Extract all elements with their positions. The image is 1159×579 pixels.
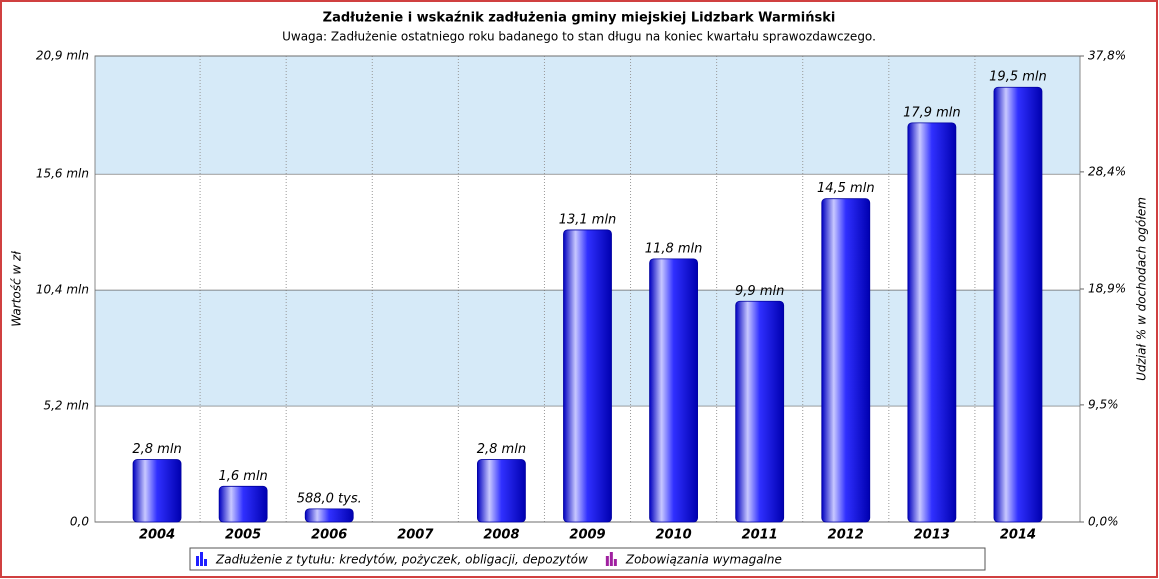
value-label: 17,9 mln xyxy=(903,105,961,120)
y-tick-label: 5,2 mln xyxy=(43,399,89,413)
legend-icon xyxy=(613,559,617,566)
chart-subtitle: Uwaga: Zadłużenie ostatniego roku badane… xyxy=(282,30,876,44)
x-tick-label: 2011 xyxy=(742,528,778,543)
x-tick-label: 2009 xyxy=(569,528,605,543)
y-axis-label: Wartość w zł xyxy=(10,251,24,327)
y-tick-label: 15,6 mln xyxy=(36,167,89,181)
bar xyxy=(735,300,785,523)
y2-tick-label: 37,8% xyxy=(1088,49,1126,63)
bar xyxy=(821,198,871,523)
value-label: 588,0 tys. xyxy=(297,491,362,506)
value-label: 14,5 mln xyxy=(817,181,875,196)
bar xyxy=(907,122,957,523)
legend-icon xyxy=(200,552,203,566)
value-label: 11,8 mln xyxy=(645,241,703,256)
y-tick-label: 0,0 xyxy=(70,515,89,529)
bar xyxy=(649,258,698,523)
legend-item: Zobowiązania wymagalne xyxy=(605,552,782,567)
x-tick-label: 2004 xyxy=(139,528,175,543)
legend-icon xyxy=(204,559,207,566)
legend-item: Zadłużenie z tytułu: kredytów, pożyczek,… xyxy=(196,552,588,567)
legend-icon xyxy=(196,556,199,566)
value-label: 13,1 mln xyxy=(559,212,617,227)
x-tick-label: 2006 xyxy=(311,528,347,543)
chart-title: Zadłużenie i wskaźnik zadłużenia gminy m… xyxy=(323,11,836,26)
bar xyxy=(304,508,354,523)
legend-label: Zadłużenie z tytułu: kredytów, pożyczek,… xyxy=(215,553,588,567)
bar xyxy=(477,459,526,523)
bar xyxy=(563,229,612,523)
x-tick-label: 2013 xyxy=(914,528,950,543)
y-tick-label: 10,4 mln xyxy=(36,283,89,297)
legend-label: Zobowiązania wymagalne xyxy=(625,553,782,567)
x-tick-label: 2012 xyxy=(828,528,864,543)
y2-tick-label: 9,5% xyxy=(1088,397,1119,411)
value-label: 19,5 mln xyxy=(989,70,1047,85)
value-label: 2,8 mln xyxy=(132,442,181,457)
value-label: 1,6 mln xyxy=(218,469,267,484)
value-label: 9,9 mln xyxy=(735,284,784,299)
x-tick-label: 2008 xyxy=(483,528,519,543)
x-tick-label: 2007 xyxy=(397,528,434,543)
y2-tick-label: 28,4% xyxy=(1088,164,1126,178)
legend-box xyxy=(189,547,986,571)
value-label: 2,8 mln xyxy=(477,442,526,457)
y2-tick-label: 0,0% xyxy=(1088,515,1119,529)
x-tick-label: 2014 xyxy=(1000,528,1036,543)
x-tick-label: 2005 xyxy=(225,528,261,543)
bar xyxy=(132,459,182,523)
y-tick-label: 20,9 mln xyxy=(36,49,89,63)
bar xyxy=(218,485,268,523)
bar xyxy=(993,86,1043,523)
legend-icon xyxy=(609,552,613,566)
x-tick-label: 2010 xyxy=(655,528,691,543)
legend-icon xyxy=(605,556,609,566)
y2-axis-label: Udział % w dochodach ogółem xyxy=(1135,197,1149,381)
y2-tick-label: 18,9% xyxy=(1088,282,1126,296)
